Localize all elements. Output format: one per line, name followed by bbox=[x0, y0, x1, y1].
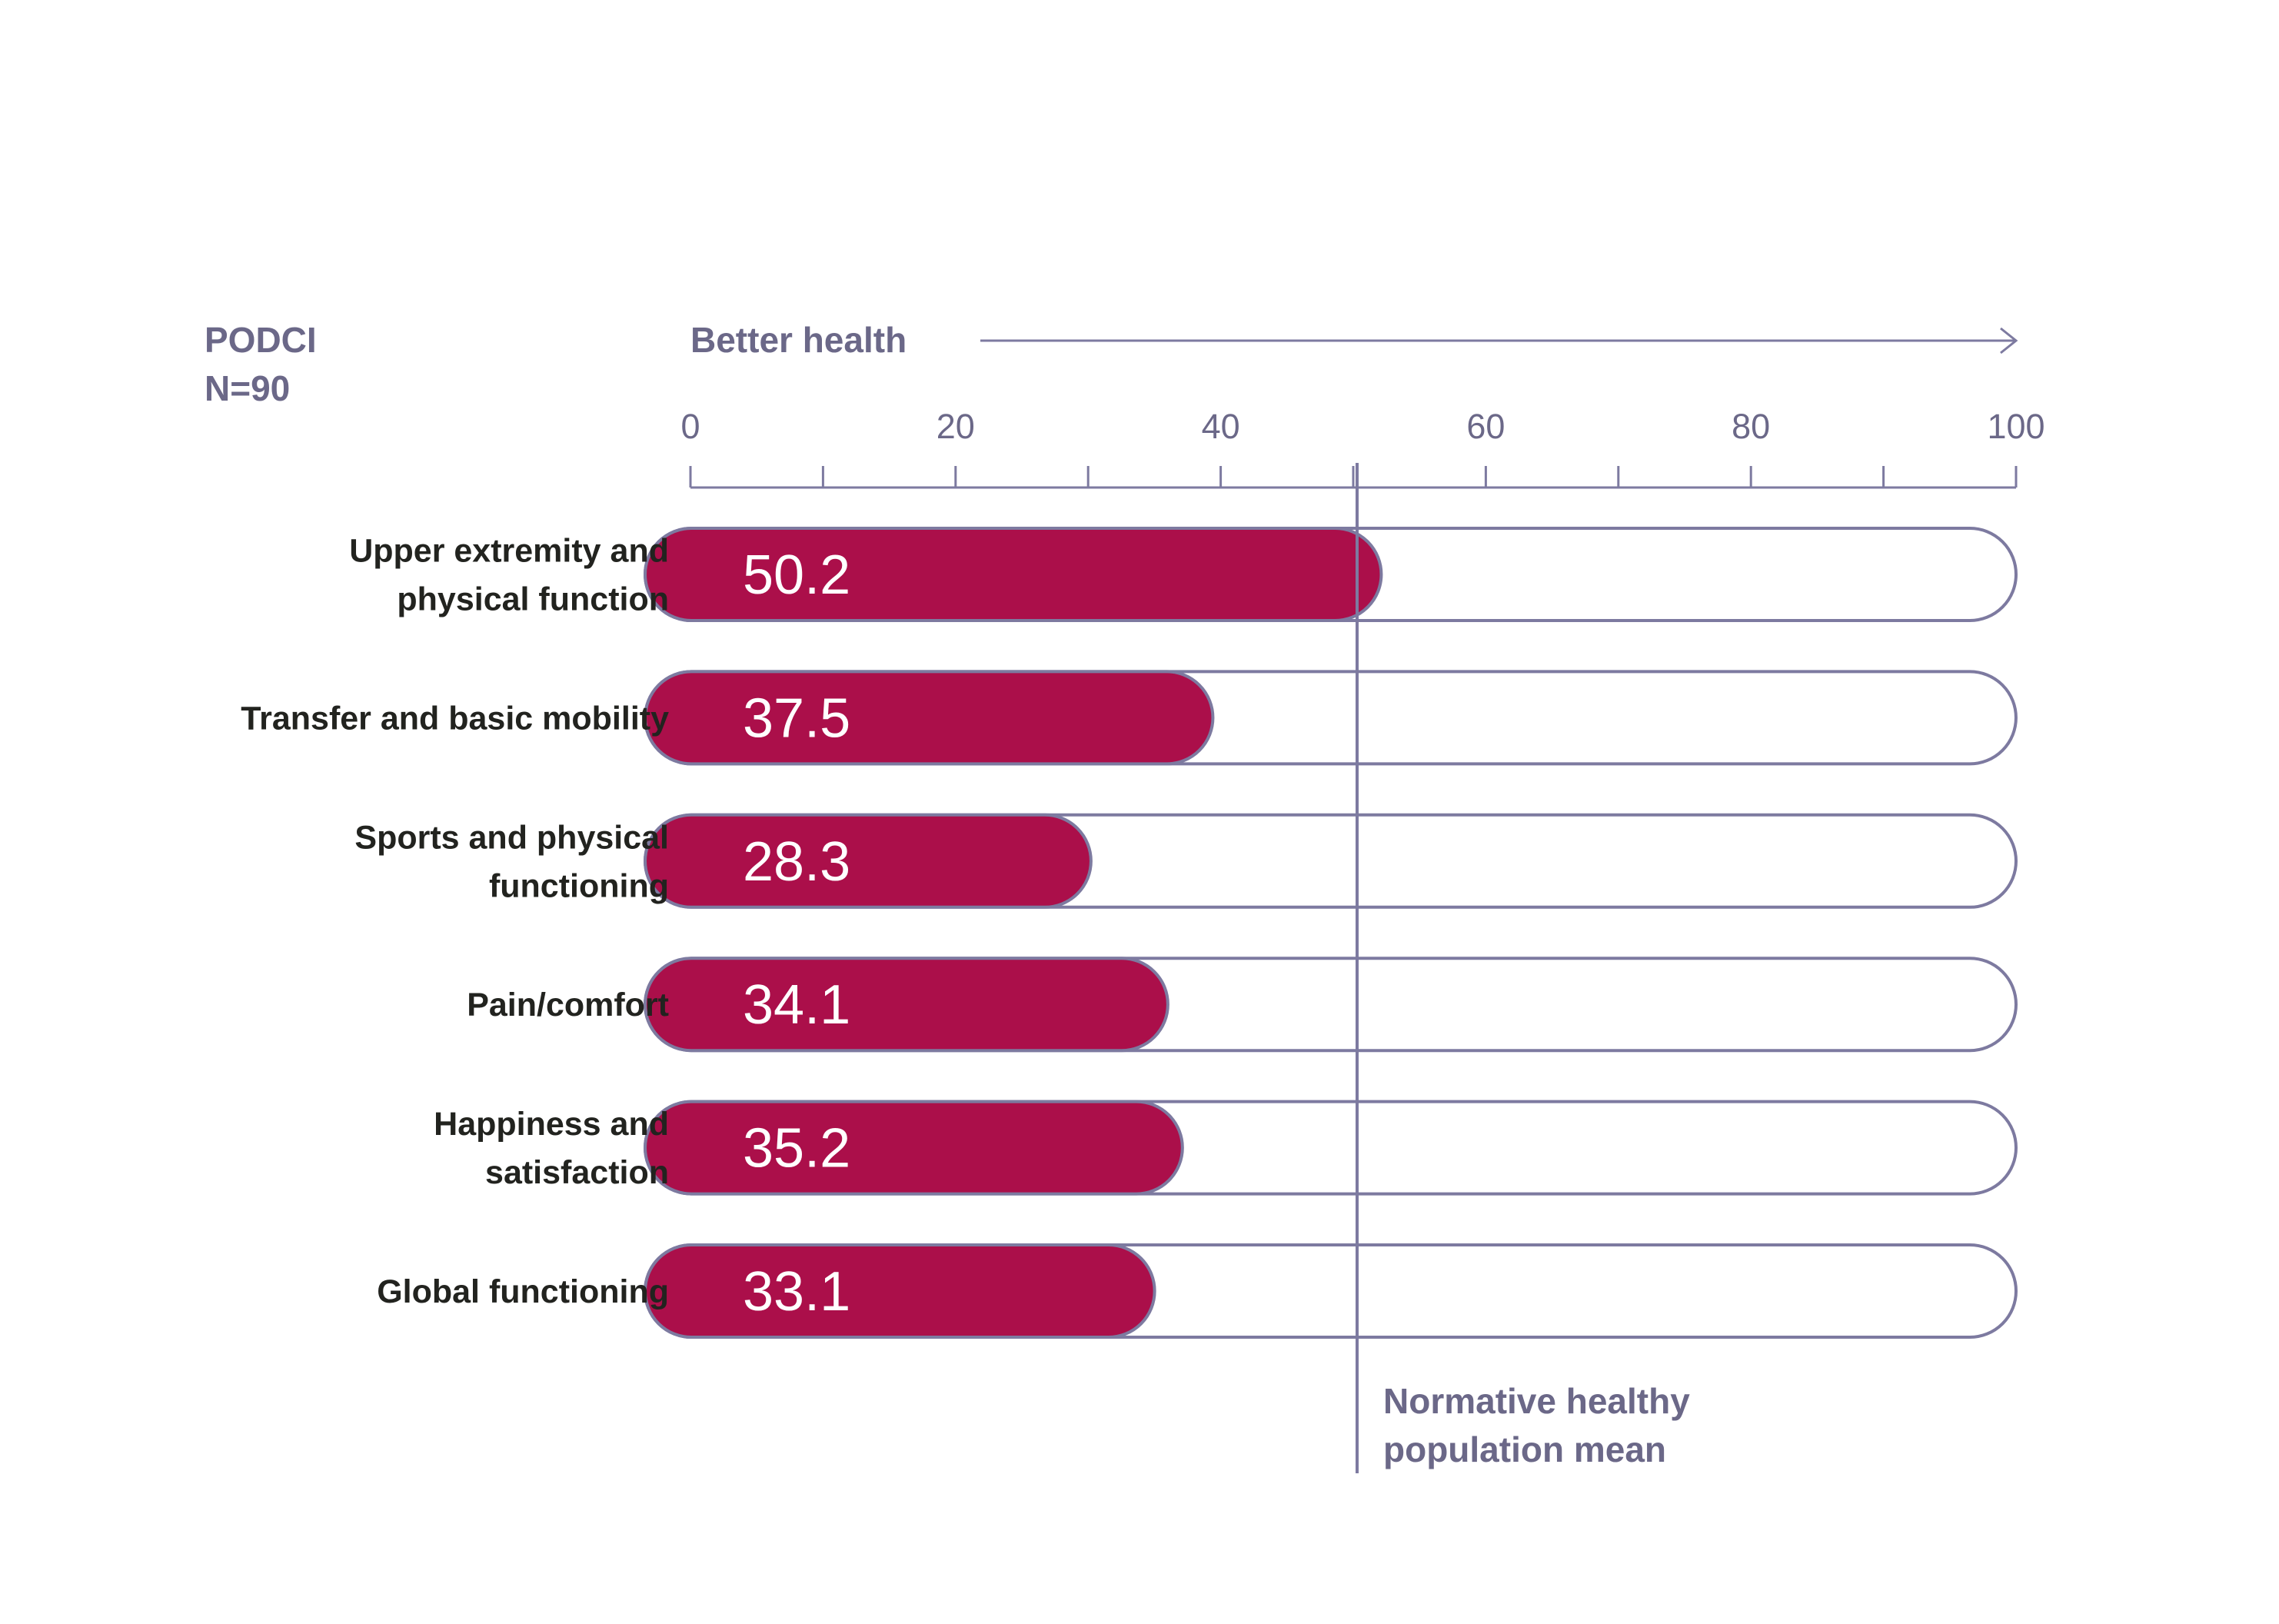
value-label: 33.1 bbox=[743, 1261, 850, 1323]
direction-label: Better health bbox=[690, 320, 907, 360]
category-label: functioning bbox=[489, 867, 669, 904]
bar bbox=[644, 1243, 1156, 1339]
value-label: 35.2 bbox=[743, 1118, 850, 1180]
dataset-label-line-2: N=90 bbox=[205, 368, 290, 408]
value-labels: 50.2 37.5 28.3 34.1 35.2 33.1 bbox=[743, 544, 850, 1323]
value-label: 37.5 bbox=[743, 687, 850, 749]
value-label: 50.2 bbox=[743, 544, 850, 606]
tick-label: 100 bbox=[1987, 407, 2044, 446]
value-label: 28.3 bbox=[743, 831, 850, 893]
tick-label: 80 bbox=[1732, 407, 1770, 446]
x-axis: 0 20 40 60 80 100 bbox=[680, 407, 2045, 489]
bar bbox=[644, 670, 1215, 766]
category-labels: Upper extremity and physical function Tran… bbox=[241, 533, 669, 1311]
bar bbox=[644, 527, 1383, 622]
category-label: Happiness and bbox=[434, 1106, 669, 1143]
value-label: 34.1 bbox=[743, 974, 850, 1036]
category-label: Upper extremity and bbox=[349, 533, 669, 570]
reference-line-label: population mean bbox=[1383, 1429, 1666, 1469]
bar bbox=[644, 813, 1093, 909]
bars bbox=[644, 527, 1383, 1339]
category-label: Pain/comfort bbox=[467, 987, 669, 1023]
bar bbox=[644, 957, 1169, 1053]
tick-label: 20 bbox=[937, 407, 975, 446]
dataset-label: PODCI N=90 bbox=[205, 320, 317, 408]
tick-label: 60 bbox=[1466, 407, 1505, 446]
tick-label: 40 bbox=[1202, 407, 1240, 446]
category-label: Transfer and basic mobility bbox=[241, 700, 669, 737]
category-label: satisfaction bbox=[485, 1154, 669, 1191]
bar bbox=[644, 1100, 1184, 1196]
bar-tracks bbox=[644, 527, 2018, 1339]
reference-line-label: Normative healthy bbox=[1383, 1381, 1690, 1421]
reference-line: Normative healthy population mean bbox=[1356, 463, 1690, 1473]
direction-arrow bbox=[980, 327, 2018, 354]
category-label: Sports and physical bbox=[354, 819, 669, 856]
category-label: Global functioning bbox=[377, 1273, 669, 1310]
category-label: physical function bbox=[397, 581, 669, 618]
tick-label: 0 bbox=[680, 407, 700, 446]
dataset-label-line-1: PODCI bbox=[205, 320, 317, 360]
